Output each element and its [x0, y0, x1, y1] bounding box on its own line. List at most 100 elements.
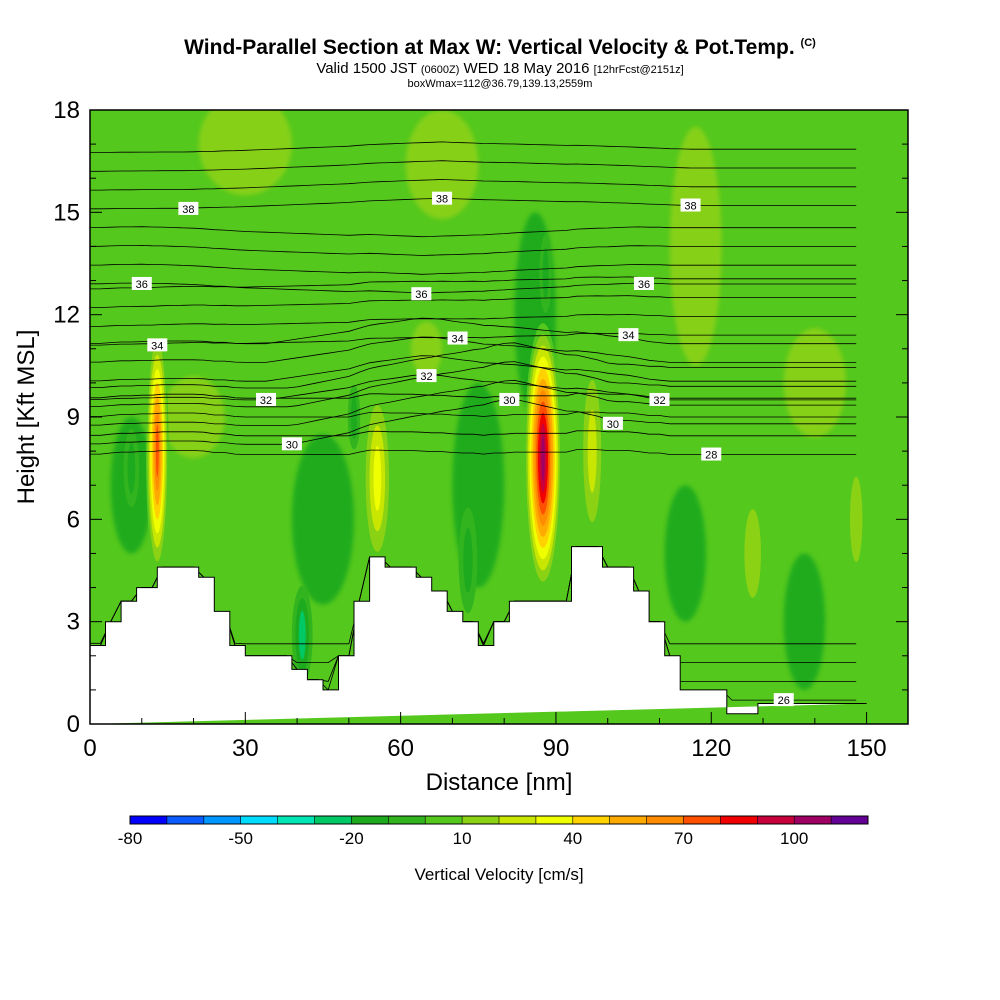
forecast-info: [12hrFcst@2151z] [593, 64, 684, 76]
theta-contour [90, 263, 857, 275]
field-patch [291, 434, 355, 605]
axes: Distance [nm] Height [Kft MSL] 0 30 60 90 12… [13, 97, 908, 796]
y-tick-label: 12 [53, 302, 80, 329]
contour-label-text: 38 [182, 204, 194, 216]
x-tick-label: 0 [83, 735, 96, 762]
theta-contour [90, 295, 857, 308]
contour-label: 34 [447, 331, 468, 346]
field-band [405, 110, 479, 220]
copyright-mark: (C) [800, 37, 816, 49]
theta-contour [90, 276, 857, 290]
contour-label-box [147, 338, 168, 352]
theta-contour [90, 430, 857, 437]
field-band [198, 110, 292, 196]
y-tick-label: 15 [53, 199, 80, 226]
contour-label-text: 26 [778, 695, 790, 707]
theta-contour [90, 282, 857, 294]
contour-label: 32 [256, 392, 277, 407]
contour-label-box [432, 191, 453, 205]
valid-time: Valid 1500 JST [316, 60, 417, 77]
y-tick-label: 9 [67, 404, 80, 431]
contour-label-box [618, 328, 639, 342]
colorbar-swatch [683, 816, 721, 824]
theta-contour [90, 244, 857, 256]
updraft-core [850, 476, 863, 562]
colorbar-swatch [351, 816, 389, 824]
contour-label: 26 [773, 693, 794, 707]
colorbar-tick-label: 40 [563, 829, 582, 848]
theta-contour [90, 355, 857, 382]
theta-contour [90, 178, 857, 191]
chart-title-text: Wind-Parallel Section at Max W: Vertical… [184, 36, 795, 59]
contour-label-box [633, 276, 654, 290]
colorbar-swatch [794, 816, 832, 824]
terrain [90, 546, 867, 724]
contour-label-text: 38 [436, 194, 448, 206]
contour-label: 34 [147, 338, 168, 352]
updraft-core [373, 445, 382, 511]
field-patch [664, 485, 707, 622]
colorbar-tick-label: 10 [453, 829, 472, 848]
contour-label-box [499, 392, 520, 406]
downdraft-core [542, 248, 549, 300]
field-band [410, 321, 443, 377]
downdraft-core [463, 527, 473, 593]
contour-label-text: 34 [622, 330, 634, 342]
contour-label-box [256, 392, 277, 406]
contour-label-box [447, 331, 468, 345]
chart-box-wmax: boxWmax=112@36.79,139.13,2559m [407, 78, 593, 90]
contour-label-box [131, 276, 152, 290]
valid-date: WED 18 May 2016 [463, 60, 590, 77]
colorbar-swatch [646, 816, 684, 824]
contour-label-box [701, 447, 722, 461]
colorbar-swatch [314, 816, 352, 824]
theta-contour [90, 141, 857, 153]
x-tick-label: 90 [543, 735, 570, 762]
theta-contour [90, 332, 857, 346]
theta-contour [90, 411, 857, 418]
terrain-profile [90, 546, 867, 724]
contour-label-box [178, 201, 199, 215]
colorbar-swatch [535, 816, 574, 824]
colorbar-swatch [130, 816, 168, 824]
colorbar-swatch [166, 816, 205, 824]
contour-label-text: 36 [638, 279, 650, 291]
theta-contour [90, 226, 857, 238]
contour-label: 36 [633, 276, 654, 291]
contour-label-text: 38 [684, 201, 696, 213]
field-band [162, 376, 225, 458]
theta-contour [90, 449, 857, 455]
contour-labels: 38 38 38 36 36 36 34 34 34 32 32 32 30 30 30 28 26 [131, 191, 794, 707]
x-axis-label: Distance [nm] [426, 769, 573, 796]
contour-label: 34 [618, 328, 639, 342]
contour-label: 38 [178, 201, 199, 216]
contour-label: 32 [649, 392, 670, 407]
contour-label-text: 34 [151, 340, 163, 352]
colorbar-swatch [462, 816, 500, 824]
colorbar-tick-label: -50 [228, 829, 253, 848]
colorbar-tick-label: 70 [674, 829, 693, 848]
contour-label-box [649, 392, 670, 406]
colorbar-swatch [499, 816, 537, 824]
chart-title: Wind-Parallel Section at Max W: Vertical… [0, 36, 1000, 60]
contour-label-box [773, 693, 794, 707]
colorbar-swatch [203, 816, 242, 824]
x-tick-label: 150 [847, 735, 887, 762]
colorbar-swatch [757, 816, 795, 824]
x-tick-label: 120 [691, 735, 731, 762]
contour-label: 30 [602, 416, 623, 431]
contour-label-box [680, 198, 701, 212]
colorbar-swatch [388, 816, 426, 824]
theta-contour [90, 197, 857, 210]
contour-label-text: 36 [136, 279, 148, 291]
contour-label-text: 34 [451, 334, 463, 346]
y-tick-label: 18 [53, 97, 80, 124]
field-patch [783, 553, 826, 690]
downdraft-core [127, 442, 136, 494]
colorbar-swatch [609, 816, 648, 824]
colorbar-swatch [425, 816, 463, 824]
contour-label-box [411, 287, 432, 301]
colorbar-tick-label: -20 [339, 829, 364, 848]
theta-contour [90, 398, 857, 445]
y-tick-label: 3 [67, 609, 80, 636]
